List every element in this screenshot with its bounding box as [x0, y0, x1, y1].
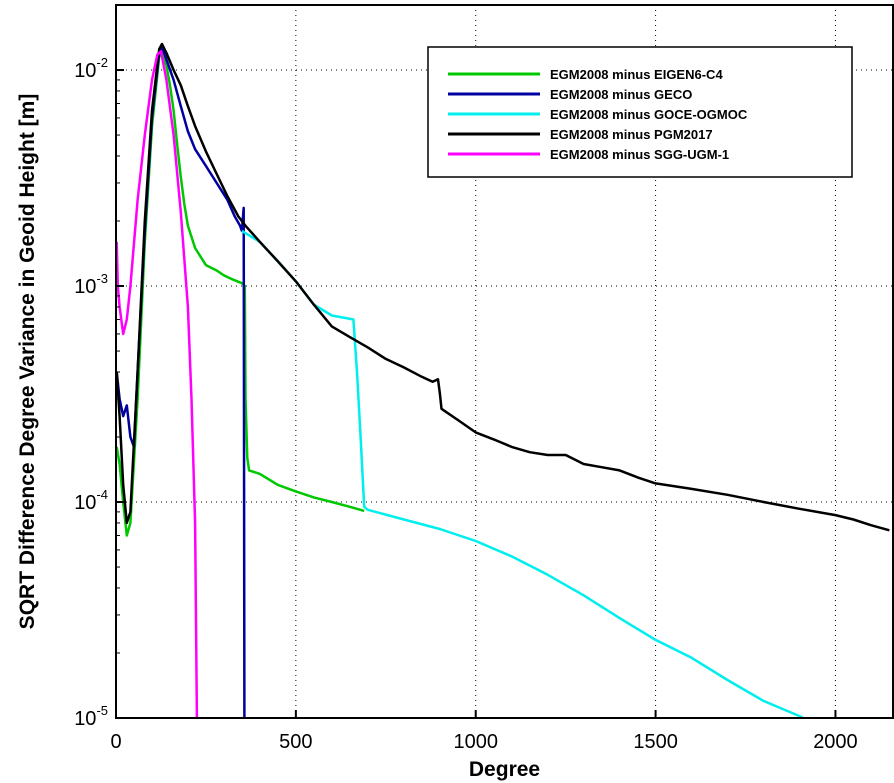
y-tick-label: 10-5	[74, 703, 108, 730]
legend-label: EGM2008 minus SGG-UGM-1	[550, 147, 729, 162]
y-tick-label: 10-3	[74, 271, 108, 298]
x-tick-label: 0	[110, 731, 121, 753]
series-line-5	[115, 50, 199, 719]
x-axis: 0 500 1000 1500 2000	[110, 710, 858, 753]
legend: EGM2008 minus EIGEN6-C4 EGM2008 minus GEC…	[427, 46, 853, 178]
y-axis: 10-5 10-4 10-3 10-2	[74, 55, 124, 730]
legend-label: EGM2008 minus GOCE-OGMOC	[550, 107, 748, 122]
y-tick-label: 10-4	[74, 487, 108, 514]
x-tick-label: 2000	[813, 731, 858, 753]
x-tick-label: 1500	[633, 731, 678, 753]
series-line-4	[115, 42, 890, 532]
series-line-2	[115, 45, 246, 719]
x-axis-title: Degree	[469, 758, 540, 781]
y-axis-title: SQRT Difference Degree Variance in Geoid…	[16, 94, 39, 630]
series-layer	[115, 42, 890, 720]
y-tick-label: 10-2	[74, 55, 108, 82]
legend-label: EGM2008 minus PGM2017	[550, 127, 713, 142]
plot-frame	[115, 4, 894, 719]
legend-label: EGM2008 minus EIGEN6-C4	[550, 67, 723, 82]
x-tick-label: 500	[279, 731, 312, 753]
x-tick-label: 1000	[453, 731, 498, 753]
legend-label: EGM2008 minus GECO	[550, 87, 692, 102]
